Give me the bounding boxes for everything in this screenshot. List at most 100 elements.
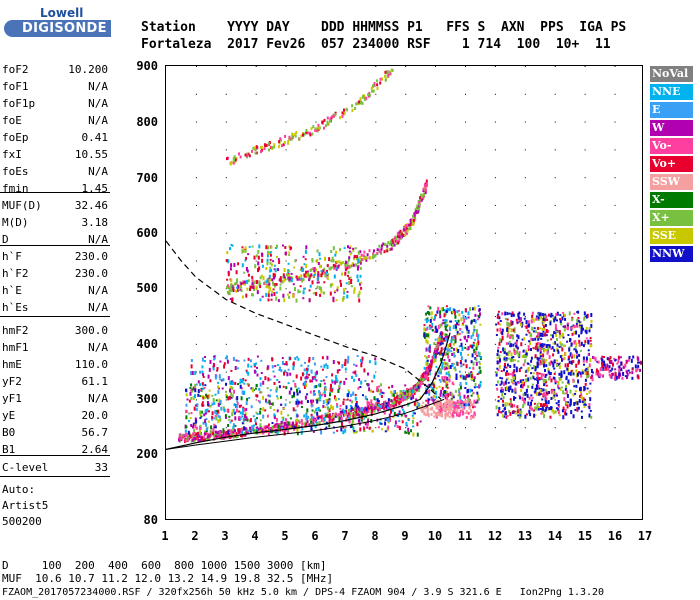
param-name: yE — [2, 409, 16, 422]
digisonde-logo: DIGISONDE — [4, 20, 111, 37]
param-value: 61.1 — [81, 375, 109, 388]
x-tick-label: 12 — [487, 529, 503, 543]
param-yf2: yF2 61.1 — [2, 373, 108, 390]
param-name: M(D) — [2, 216, 29, 229]
param-value: N/A — [88, 80, 108, 93]
y-tick-label: 500 — [136, 281, 158, 295]
param-fof2: foF2 10.200 — [2, 61, 108, 78]
x-tick-label: 17 — [637, 529, 653, 543]
param-hf2: h`F2 230.0 — [2, 265, 108, 282]
auto-code: 500200 — [2, 515, 42, 528]
param-name: hmE — [2, 358, 22, 371]
x-tick-label: 13 — [517, 529, 533, 543]
legend-item-x: X- — [650, 192, 693, 208]
y-tick-label: 600 — [136, 226, 158, 240]
param-name: fxI — [2, 148, 22, 161]
legend-item-nne: NNE — [650, 84, 693, 100]
param-fmin: fmin 1.45 — [2, 180, 108, 197]
x-tick-label: 2 — [191, 529, 199, 543]
footer-muf: MUF 10.6 10.7 11.2 12.0 13.2 14.9 19.8 3… — [2, 572, 334, 585]
legend-item-ssw: SSW — [650, 174, 693, 190]
param-name: foF1p — [2, 97, 36, 110]
param-value: 110.0 — [74, 358, 108, 371]
x-tick-label: 15 — [577, 529, 593, 543]
param-value: 20.0 — [81, 409, 109, 422]
param-name: h`F — [2, 250, 22, 263]
y-tick-label: 300 — [136, 392, 158, 406]
auto-label: Auto: — [2, 483, 36, 496]
param-value: N/A — [88, 97, 108, 110]
param-name: h`F2 — [2, 267, 29, 280]
param-name: fmin — [2, 182, 29, 195]
param-value: 56.7 — [81, 426, 109, 439]
param-name: foEp — [2, 131, 29, 144]
x-tick-label: 3 — [221, 529, 229, 543]
x-tick-label: 8 — [371, 529, 379, 543]
x-tick-label: 9 — [401, 529, 409, 543]
param-name: foF1 — [2, 80, 29, 93]
ionogram-plot[interactable] — [165, 65, 643, 520]
x-tick-label: 11 — [457, 529, 473, 543]
param-value: N/A — [88, 165, 108, 178]
lowell-logo-text: Lowell — [40, 6, 84, 20]
param-md: M(D) 3.18 — [2, 214, 108, 231]
param-name: D — [2, 233, 9, 246]
param-he: h`E N/A — [2, 282, 108, 299]
param-name: B0 — [2, 426, 16, 439]
param-hme: hmE 110.0 — [2, 356, 108, 373]
param-name: hmF1 — [2, 341, 29, 354]
param-hmf2: hmF2 300.0 — [2, 322, 108, 339]
ionogram-canvas — [166, 66, 642, 450]
y-tick-label: 800 — [136, 115, 158, 129]
param-value: N/A — [88, 233, 108, 246]
legend-item-vo: Vo- — [650, 138, 693, 154]
param-b0: B0 56.7 — [2, 424, 108, 441]
x-tick-label: 1 — [161, 529, 169, 543]
param-ye: yE 20.0 — [2, 407, 108, 424]
param-fxi: fxI 10.55 — [2, 146, 108, 163]
header-values: Fortaleza 2017 Fev26 057 234000 RSF 1 71… — [141, 37, 611, 52]
separator — [0, 455, 110, 456]
param-name: yF2 — [2, 375, 22, 388]
param-fof1p: foF1p N/A — [2, 95, 108, 112]
param-hf: h`F 230.0 — [2, 248, 108, 265]
separator — [0, 316, 110, 317]
legend-item-vo: Vo+ — [650, 156, 693, 172]
param-value: N/A — [88, 341, 108, 354]
param-name: yF1 — [2, 392, 22, 405]
y-tick-label: 400 — [136, 337, 158, 351]
param-name: foE — [2, 114, 22, 127]
legend-item-sse: SSE — [650, 228, 693, 244]
param-hes: h`Es N/A — [2, 299, 108, 316]
y-tick-label: 700 — [136, 171, 158, 185]
x-tick-label: 5 — [281, 529, 289, 543]
x-tick-label: 6 — [311, 529, 319, 543]
param-name: h`E — [2, 284, 22, 297]
x-tick-label: 16 — [607, 529, 623, 543]
auto-info: Auto: Artist5 500200 — [2, 482, 48, 530]
param-fof1: foF1 N/A — [2, 78, 108, 95]
param-name: foEs — [2, 165, 29, 178]
separator — [0, 476, 110, 477]
param-name: h`Es — [2, 301, 29, 314]
header-labels: Station YYYY DAY DDD HHMMSS P1 FFS S AXN… — [141, 20, 627, 35]
param-clevel: C-level 33 — [2, 459, 108, 476]
legend-item-e: E — [650, 102, 693, 118]
param-value: N/A — [88, 284, 108, 297]
legend-item-noval: NoVal — [650, 66, 693, 82]
separator — [0, 245, 110, 246]
param-value: N/A — [88, 301, 108, 314]
param-value: 0.41 — [81, 131, 109, 144]
x-tick-label: 4 — [251, 529, 259, 543]
param-foep: foEp 0.41 — [2, 129, 108, 146]
legend-item-w: W — [650, 120, 693, 136]
footer-distance: D 100 200 400 600 800 1000 1500 3000 [km… — [2, 559, 327, 572]
param-name: foF2 — [2, 63, 29, 76]
param-value: 33 — [94, 461, 108, 474]
y-tick-label: 900 — [136, 59, 158, 73]
param-value: 3.18 — [81, 216, 109, 229]
auto-program: Artist5 — [2, 499, 49, 512]
footer-file-info: FZAOM_2017057234000.RSF / 320fx256h 50 k… — [2, 587, 605, 598]
param-name: hmF2 — [2, 324, 29, 337]
param-value: N/A — [88, 392, 108, 405]
